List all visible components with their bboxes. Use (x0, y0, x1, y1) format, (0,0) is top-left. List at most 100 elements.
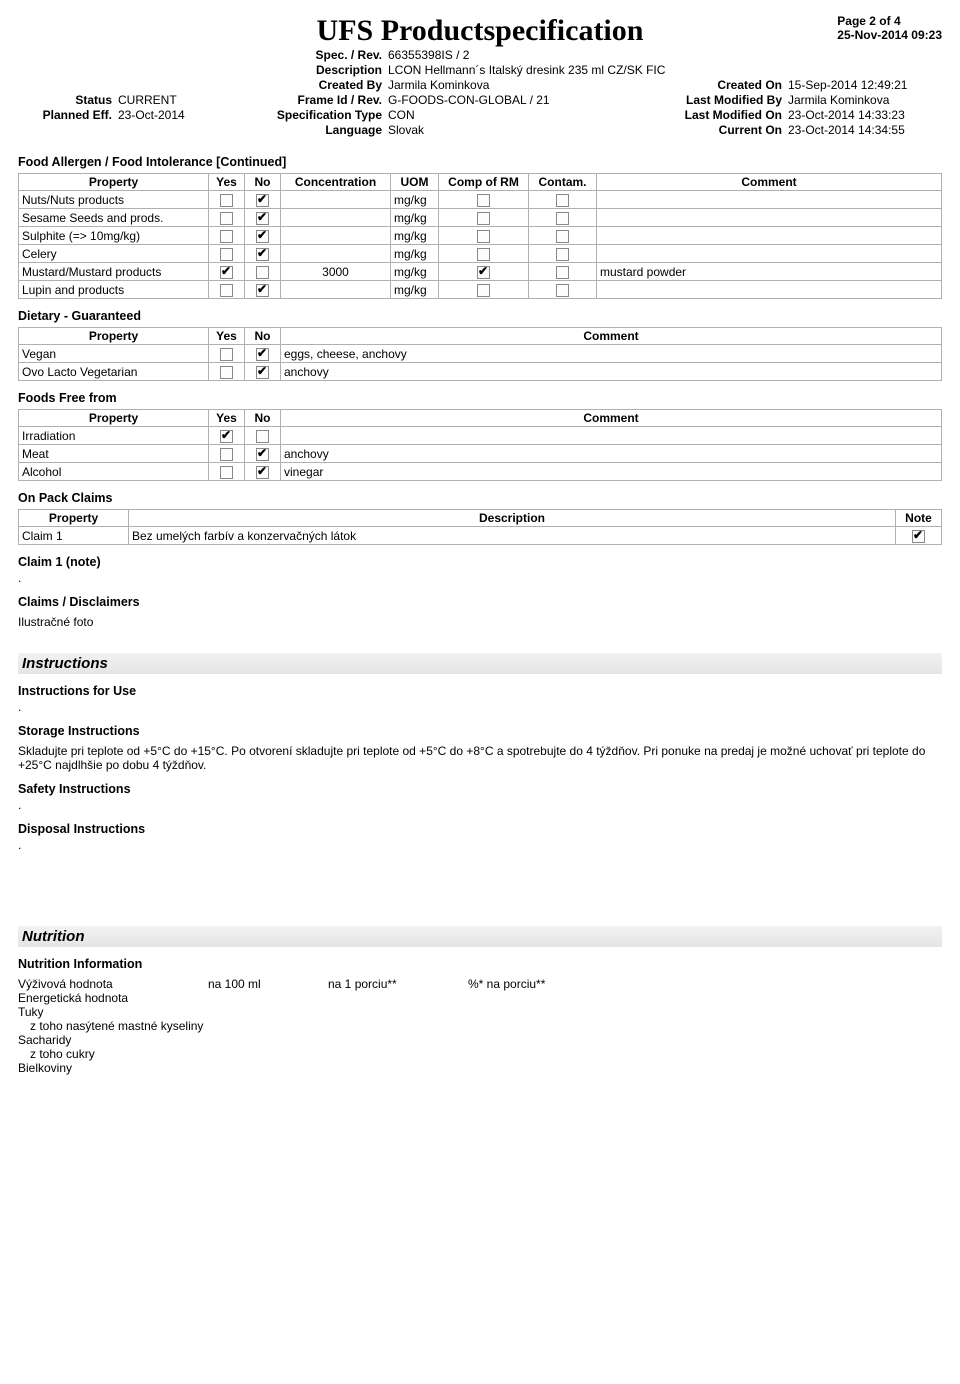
col-property: Property (19, 174, 209, 191)
nutrition-header-row: Výživová hodnota na 100 ml na 1 porciu**… (18, 977, 942, 991)
table-row: Lupin and productsmg/kg (19, 281, 942, 299)
table-row: Sesame Seeds and prods.mg/kg (19, 209, 942, 227)
checkbox-icon (256, 348, 269, 361)
disposal-text: . (18, 838, 942, 852)
col-note: Note (896, 510, 942, 527)
table-row: Veganeggs, cheese, anchovy (19, 345, 942, 363)
checkbox-icon (477, 194, 490, 207)
checkbox-icon (220, 466, 233, 479)
table-row: Alcoholvinegar (19, 463, 942, 481)
nutrition-row: Tuky (18, 1005, 942, 1019)
checkbox-icon (256, 466, 269, 479)
checkbox-icon (220, 194, 233, 207)
checkbox-icon (256, 448, 269, 461)
checkbox-icon (556, 266, 569, 279)
col-property: Property (19, 510, 129, 527)
page-number: Page 2 of 4 (837, 14, 942, 28)
table-row: Ovo Lacto Vegetariananchovy (19, 363, 942, 381)
checkbox-icon (256, 284, 269, 297)
checkbox-icon (256, 212, 269, 225)
nutrition-row: z toho cukry (18, 1047, 942, 1061)
col-no: No (245, 328, 281, 345)
checkbox-icon (477, 284, 490, 297)
planned-eff-label: Planned Eff. (18, 108, 118, 122)
nutrition-row: Sacharidy (18, 1033, 942, 1047)
nutri-h1: na 100 ml (208, 977, 328, 991)
description-value: LCON Hellmann´s Italský dresink 235 ml C… (388, 63, 948, 77)
nutrition-rows: Energetická hodnotaTukyz toho nasýtené m… (18, 991, 942, 1075)
planned-eff-value: 23-Oct-2014 (118, 108, 258, 122)
col-comment: Comment (281, 410, 942, 427)
checkbox-icon (256, 230, 269, 243)
claims-disclaimers-text: Ilustračné foto (18, 615, 942, 629)
checkbox-icon (556, 284, 569, 297)
allergen-table: Property Yes No Concentration UOM Comp o… (18, 173, 942, 299)
nutrition-row: Energetická hodnota (18, 991, 942, 1005)
checkbox-icon (256, 248, 269, 261)
checkbox-icon (912, 530, 925, 543)
status-value: CURRENT (118, 93, 258, 107)
col-uom: UOM (391, 174, 439, 191)
col-comp: Comp of RM (439, 174, 529, 191)
status-label: Status (18, 93, 118, 107)
checkbox-icon (220, 284, 233, 297)
table-row: Claim 1Bez umelých farbív a konzervačnýc… (19, 527, 942, 545)
safety-text: . (18, 798, 942, 812)
created-on-value: 15-Sep-2014 12:49:21 (788, 78, 948, 92)
table-row: Mustard/Mustard products3000mg/kgmustard… (19, 263, 942, 281)
table-row: Meatanchovy (19, 445, 942, 463)
checkbox-icon (220, 230, 233, 243)
instructions-banner: Instructions (18, 653, 942, 674)
nutrition-row: Bielkoviny (18, 1061, 942, 1075)
checkbox-icon (477, 248, 490, 261)
checkbox-icon (256, 366, 269, 379)
nutrition-banner: Nutrition (18, 926, 942, 947)
checkbox-icon (556, 194, 569, 207)
allergen-title: Food Allergen / Food Intolerance [Contin… (18, 155, 942, 169)
claims-disclaimers-title: Claims / Disclaimers (18, 595, 942, 609)
safety-title: Safety Instructions (18, 782, 942, 796)
col-property: Property (19, 328, 209, 345)
checkbox-icon (477, 212, 490, 225)
checkbox-icon (220, 266, 233, 279)
col-yes: Yes (209, 174, 245, 191)
last-mod-on-label: Last Modified On (658, 108, 788, 122)
col-yes: Yes (209, 328, 245, 345)
checkbox-icon (220, 430, 233, 443)
checkbox-icon (220, 348, 233, 361)
freefrom-table: Property Yes No Comment IrradiationMeata… (18, 409, 942, 481)
created-by-label: Created By (258, 78, 388, 92)
table-row: Sulphite (=> 10mg/kg)mg/kg (19, 227, 942, 245)
frame-label: Frame Id / Rev. (258, 93, 388, 107)
dietary-title: Dietary - Guaranteed (18, 309, 942, 323)
current-on-label: Current On (658, 123, 788, 137)
frame-value: G-FOODS-CON-GLOBAL / 21 (388, 93, 658, 107)
spec-rev-label: Spec. / Rev. (258, 48, 388, 62)
col-no: No (245, 410, 281, 427)
col-description: Description (129, 510, 896, 527)
last-mod-by-label: Last Modified By (658, 93, 788, 107)
table-row: Nuts/Nuts productsmg/kg (19, 191, 942, 209)
storage-text: Skladujte pri teplote od +5°C do +15°C. … (18, 744, 942, 772)
instructions-use-text: . (18, 700, 942, 714)
created-on-label: Created On (658, 78, 788, 92)
last-mod-on-value: 23-Oct-2014 14:33:23 (788, 108, 948, 122)
col-property: Property (19, 410, 209, 427)
nutri-h2: na 1 porciu** (328, 977, 468, 991)
freefrom-title: Foods Free from (18, 391, 942, 405)
page-timestamp: 25-Nov-2014 09:23 (837, 28, 942, 42)
instructions-use-title: Instructions for Use (18, 684, 942, 698)
col-no: No (245, 174, 281, 191)
checkbox-icon (256, 430, 269, 443)
checkbox-icon (256, 194, 269, 207)
spec-rev-value: 66355398IS / 2 (388, 48, 658, 62)
header-block: Page 2 of 4 25-Nov-2014 09:23 UFS Produc… (18, 14, 942, 137)
table-row: Irradiation (19, 427, 942, 445)
current-on-value: 23-Oct-2014 14:34:55 (788, 123, 948, 137)
description-label: Description (258, 63, 388, 77)
last-mod-by-value: Jarmila Kominkova (788, 93, 948, 107)
onpack-title: On Pack Claims (18, 491, 942, 505)
checkbox-icon (477, 230, 490, 243)
checkbox-icon (256, 266, 269, 279)
checkbox-icon (220, 448, 233, 461)
